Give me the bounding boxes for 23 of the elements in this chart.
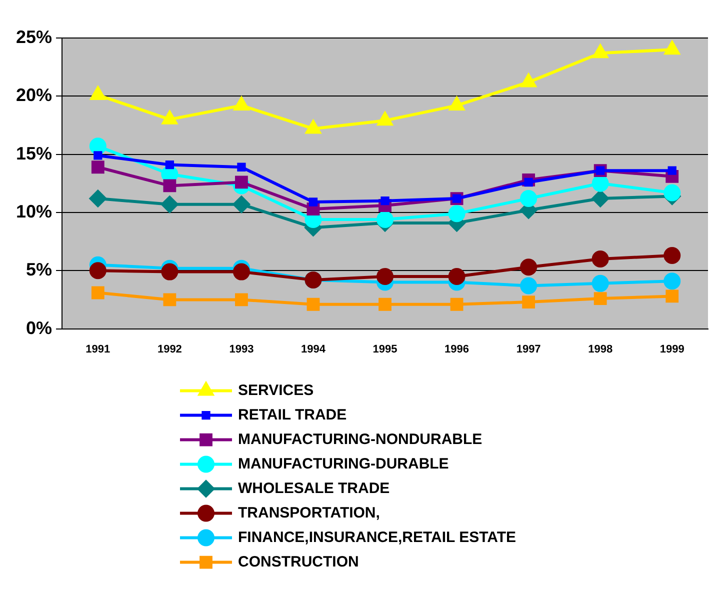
legend-label: RETAIL TRADE xyxy=(238,406,347,424)
y-tick-label: 25% xyxy=(16,26,52,47)
y-tick-label: 5% xyxy=(26,260,52,280)
y-tick-label: 20% xyxy=(16,85,52,106)
x-tick-label: 1991 xyxy=(86,343,110,356)
legend-label: CONSTRUCTION xyxy=(238,553,359,570)
legend-label: WHOLESALE TRADE xyxy=(238,480,390,497)
x-tick-label: 1993 xyxy=(229,343,254,356)
x-tick-label: 1996 xyxy=(444,343,470,356)
legend-label: MANUFACTURING-DURABLE xyxy=(238,455,449,472)
legend-label: TRANSPORTATION, xyxy=(238,504,380,522)
y-tick-label: 0% xyxy=(26,318,52,338)
y-tick-label: 15% xyxy=(16,143,52,164)
legend-label: MANUFACTURING-NONDURABLE xyxy=(238,430,482,448)
y-tick-label: 10% xyxy=(16,201,52,222)
x-tick-label: 1992 xyxy=(157,343,182,356)
x-tick-label: 1994 xyxy=(300,343,326,356)
x-tick-label: 1999 xyxy=(660,343,684,356)
legend-label: FINANCE,INSURANCE,RETAIL ESTATE xyxy=(238,528,516,546)
legend-label: SERVICES xyxy=(238,382,314,399)
x-tick-label: 1998 xyxy=(588,343,613,356)
x-tick-label: 1995 xyxy=(372,343,398,356)
x-tick-label: 1997 xyxy=(516,343,541,356)
